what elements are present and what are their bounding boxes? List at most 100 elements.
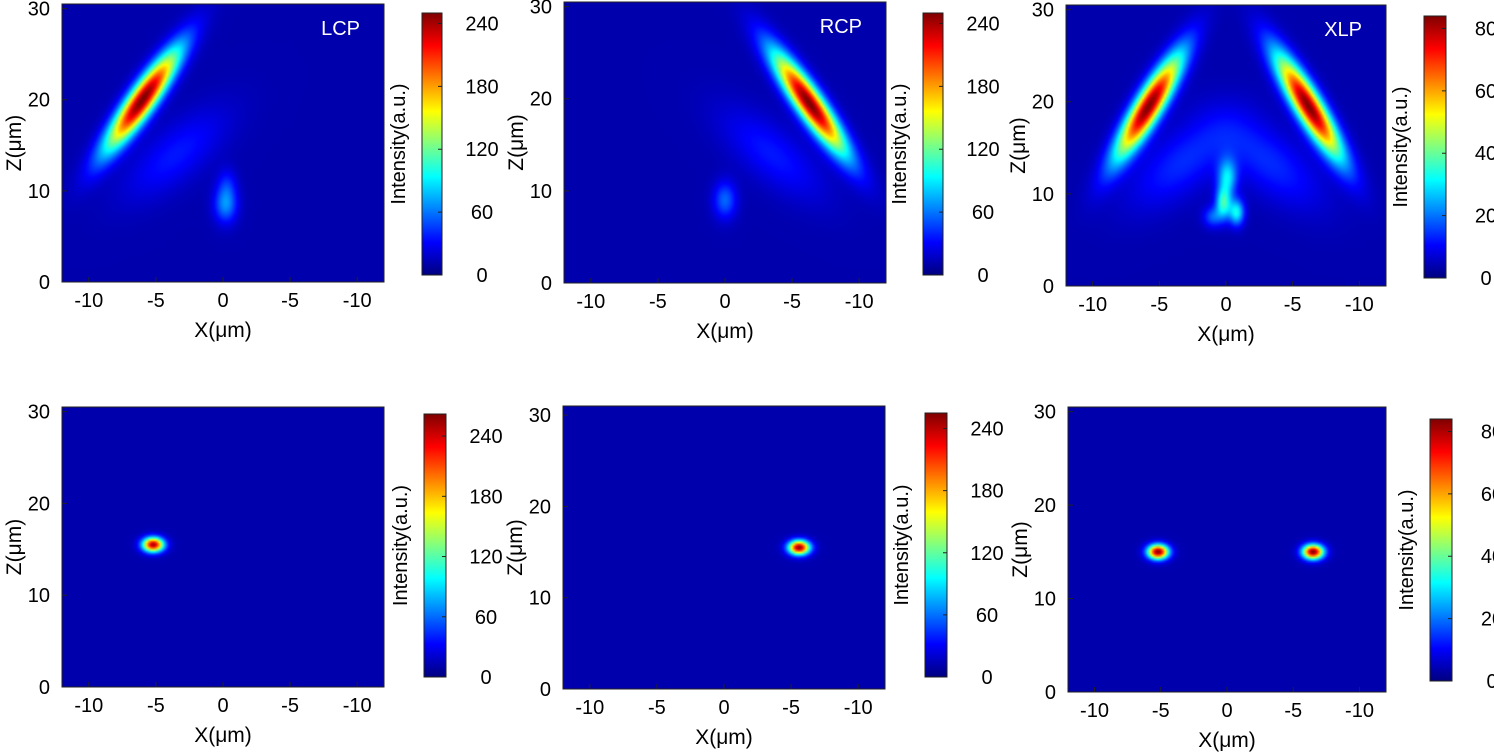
x-tick-label: 0 xyxy=(217,290,228,312)
y-axis-label: Z(μm) xyxy=(3,519,26,575)
x-axis-label: X(μm) xyxy=(1198,729,1256,752)
y-axis-label: Z(μm) xyxy=(3,115,26,171)
y-tick-label: 30 xyxy=(530,0,552,19)
colorbar xyxy=(423,413,447,678)
x-tick-label: 0 xyxy=(1221,700,1232,722)
y-tick-label: 30 xyxy=(1032,0,1054,22)
x-tick-label: -10 xyxy=(1080,700,1109,722)
x-tick-label: -5 xyxy=(1152,700,1170,722)
y-tick-label: 10 xyxy=(28,181,50,203)
x-tick-label: -5 xyxy=(648,697,666,719)
colorbar xyxy=(1423,15,1447,279)
colorbar-tick-label: 120 xyxy=(465,139,498,161)
colorbar-tick-label: 20 xyxy=(1475,206,1494,228)
colorbar-tick-label: 40 xyxy=(1481,546,1494,568)
x-tick-label: -5 xyxy=(1284,294,1302,316)
x-tick-label: 0 xyxy=(217,695,228,717)
colorbar-tick-label: 0 xyxy=(476,265,487,287)
colorbar-tick-label: 60 xyxy=(1475,81,1494,103)
colorbar-tick-label: 180 xyxy=(465,76,498,98)
colorbar xyxy=(924,412,948,678)
colorbar-tick-label: 240 xyxy=(469,426,502,448)
y-tick-label: 20 xyxy=(1032,92,1054,114)
x-tick-label: -5 xyxy=(147,695,165,717)
colorbar xyxy=(922,12,944,276)
y-tick-label: 10 xyxy=(28,585,50,607)
y-axis-label: Z(μm) xyxy=(505,114,528,170)
heatmap-image xyxy=(1068,407,1386,692)
heatmap-panel-bottom-lcp: -10 -5 0 -5 -10 0 10 20 30 X(μm) Z(μm) 0 60 120 180 240… xyxy=(3,402,503,747)
y-tick-label: 30 xyxy=(529,405,551,427)
colorbar-tick-label: 0 xyxy=(1480,268,1491,290)
y-tick-label: 0 xyxy=(1045,682,1056,704)
x-axis-label: X(μm) xyxy=(1197,323,1255,346)
heatmap-image xyxy=(1066,5,1386,286)
colorbar-tick-label: 180 xyxy=(970,481,1003,503)
colorbar-label: Intensity(a.u.) xyxy=(889,83,911,204)
y-tick-label: 10 xyxy=(1032,184,1054,206)
y-tick-label: 30 xyxy=(28,0,50,21)
colorbar-tick-label: 0 xyxy=(480,667,491,689)
heatmap-panel-top-rcp: -10 -5 0 -5 -10 0 10 20 30 X(μm) Z(μm) RCP 0 60 120 180… xyxy=(505,0,1000,343)
heatmap-image xyxy=(62,407,384,687)
y-tick-label: 30 xyxy=(1034,402,1056,424)
x-tick-label: -10 xyxy=(575,697,604,719)
y-tick-label: 20 xyxy=(28,493,50,515)
colorbar-tick-label: 0 xyxy=(1486,671,1494,693)
heatmap-image xyxy=(564,2,886,283)
panel-label: XLP xyxy=(1324,19,1362,41)
y-tick-label: 0 xyxy=(541,273,552,295)
y-tick-label: 0 xyxy=(540,679,551,701)
y-tick-label: 20 xyxy=(529,496,551,518)
heatmap-panel-bottom-rcp: -10 -5 0 -5 -10 0 10 20 30 X(μm) Z(μm) 0 60 120 180 240… xyxy=(504,405,1004,749)
y-tick-label: 20 xyxy=(530,89,552,111)
x-axis-label: X(μm) xyxy=(194,724,252,747)
y-tick-label: 10 xyxy=(1034,589,1056,611)
x-tick-label: -5 xyxy=(782,697,800,719)
x-tick-label: 0 xyxy=(719,291,730,313)
y-tick-label: 20 xyxy=(1034,495,1056,517)
y-tick-label: 10 xyxy=(530,181,552,203)
colorbar-label: Intensity(a.u.) xyxy=(388,83,410,204)
colorbar-tick-label: 40 xyxy=(1475,143,1494,165)
x-tick-label: -10 xyxy=(844,697,873,719)
colorbar-tick-label: 120 xyxy=(469,547,502,569)
colorbar-tick-label: 20 xyxy=(1481,609,1494,631)
y-tick-label: 20 xyxy=(28,90,50,112)
x-tick-label: -10 xyxy=(1345,700,1374,722)
colorbar xyxy=(421,12,443,276)
colorbar xyxy=(1429,418,1453,682)
x-axis-label: X(μm) xyxy=(194,319,252,342)
panel-label: RCP xyxy=(820,16,862,38)
heatmap-image xyxy=(563,406,885,689)
colorbar-tick-label: 240 xyxy=(966,13,999,35)
panel-label: LCP xyxy=(321,18,360,40)
x-tick-label: -10 xyxy=(1345,294,1374,316)
colorbar-tick-label: 120 xyxy=(966,139,999,161)
colorbar-label: Intensity(a.u.) xyxy=(390,485,412,606)
x-tick-label: -5 xyxy=(1284,700,1302,722)
x-tick-label: -5 xyxy=(281,695,299,717)
x-tick-label: -5 xyxy=(783,291,801,313)
x-tick-label: -10 xyxy=(1078,294,1107,316)
x-tick-label: 0 xyxy=(1220,294,1231,316)
x-tick-label: -10 xyxy=(343,290,372,312)
y-tick-label: 10 xyxy=(529,588,551,610)
y-axis-label: Z(μm) xyxy=(504,519,527,575)
colorbar-tick-label: 240 xyxy=(970,419,1003,441)
y-tick-label: 0 xyxy=(39,272,50,294)
y-tick-label: 0 xyxy=(1043,276,1054,298)
x-tick-label: 0 xyxy=(718,697,729,719)
colorbar-tick-label: 80 xyxy=(1481,421,1494,443)
colorbar-tick-label: 80 xyxy=(1475,18,1494,40)
colorbar-tick-label: 60 xyxy=(475,607,497,629)
x-axis-label: X(μm) xyxy=(695,726,753,749)
heatmap-panel-bottom-xlp: -10 -5 0 -5 -10 0 10 20 30 X(μm) Z(μm) 0 20 40 60 80 Int… xyxy=(1009,402,1494,752)
heatmap-panel-top-lcp: -10 -5 0 -5 -10 0 10 20 30 X(μm) Z(μm) LCP 0 60 120 180… xyxy=(3,0,499,342)
colorbar-tick-label: 180 xyxy=(966,76,999,98)
y-axis-label: Z(μm) xyxy=(1007,117,1030,173)
colorbar-tick-label: 60 xyxy=(471,202,493,224)
colorbar-label: Intensity(a.u.) xyxy=(1390,86,1412,207)
x-tick-label: -5 xyxy=(147,290,165,312)
